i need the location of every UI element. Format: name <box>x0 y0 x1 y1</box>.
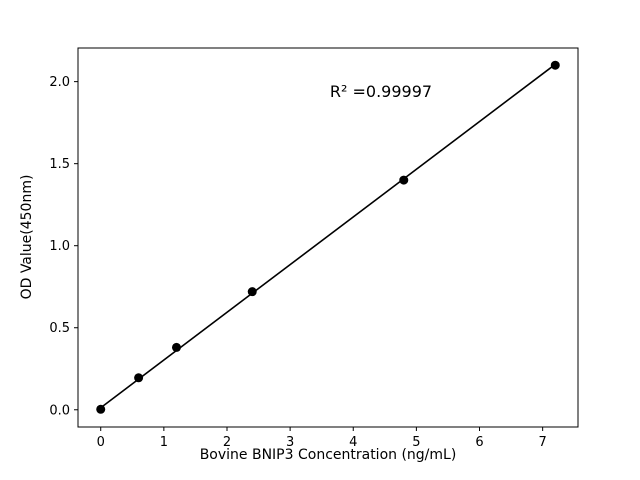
x-tick-label: 3 <box>286 435 294 450</box>
x-tick-label: 4 <box>349 435 357 450</box>
axes-spines <box>77 47 579 428</box>
x-tick-label: 2 <box>223 435 231 450</box>
x-tick-label: 6 <box>475 435 483 450</box>
data-point <box>96 404 106 414</box>
y-tick-label: 1.5 <box>49 157 70 172</box>
y-tick-label: 2.0 <box>49 75 70 90</box>
y-tick-label: 0.5 <box>49 321 70 336</box>
x-tick-label: 1 <box>160 435 168 450</box>
data-point <box>399 175 409 185</box>
y-tick-label: 0.0 <box>49 403 70 418</box>
x-axis-label: Bovine BNIP3 Concentration (ng/mL) <box>199 447 457 463</box>
data-point <box>247 287 257 297</box>
x-tick-label: 0 <box>97 435 105 450</box>
x-tick-label: 5 <box>412 435 420 450</box>
x-tick-label: 7 <box>539 435 547 450</box>
fit-line <box>100 63 556 409</box>
data-point <box>171 342 181 352</box>
data-point <box>134 373 144 383</box>
y-tick-label: 1.0 <box>49 239 70 254</box>
data-point <box>550 60 560 70</box>
y-axis-label: OD Value(450nm) <box>19 174 35 300</box>
r-squared-annotation: R² =0.99997 <box>329 81 433 101</box>
